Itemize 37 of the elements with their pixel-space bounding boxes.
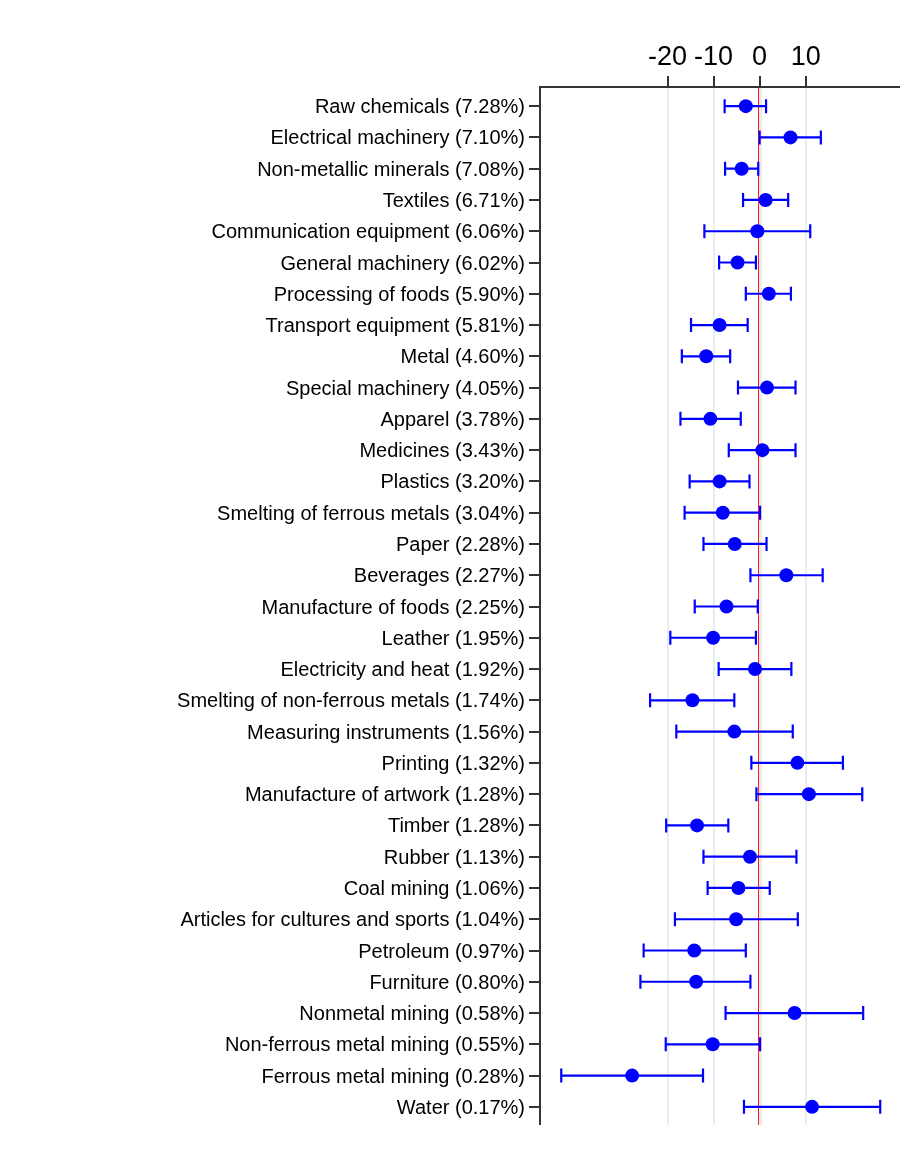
y-tick-label: Measuring instruments (1.56%) bbox=[247, 720, 525, 743]
y-tick-label: Plastics (3.20%) bbox=[380, 470, 525, 493]
y-tick-label: Communication equipment (6.06%) bbox=[211, 220, 525, 243]
y-tick-label: Medicines (3.43%) bbox=[359, 439, 525, 462]
x-tick-label: 10 bbox=[790, 41, 821, 72]
y-tick-label: Leather (1.95%) bbox=[381, 626, 525, 649]
y-tick-label: Manufacture of foods (2.25%) bbox=[261, 595, 525, 618]
y-tick-label: Non-ferrous metal mining (0.55%) bbox=[224, 1033, 525, 1056]
y-tick-label: Electricity and heat (1.92%) bbox=[280, 658, 525, 681]
y-tick-label: Rubber (1.13%) bbox=[383, 845, 525, 868]
y-tick-label: Processing of foods (5.90%) bbox=[273, 282, 525, 305]
y-tick-label: Petroleum (0.97%) bbox=[358, 939, 525, 962]
y-tick-label: Nonmetal mining (0.58%) bbox=[299, 1002, 525, 1025]
y-tick-label: Textiles (6.71%) bbox=[382, 188, 525, 211]
y-tick-label: Coal mining (1.06%) bbox=[343, 876, 525, 899]
x-tick-label: 0 bbox=[752, 41, 768, 72]
y-tick-label: Raw chemicals (7.28%) bbox=[314, 95, 525, 118]
y-tick-label: Metal (4.60%) bbox=[400, 345, 525, 368]
y-tick-label: Ferrous metal mining (0.28%) bbox=[261, 1064, 525, 1087]
y-tick-label: Water (0.17%) bbox=[396, 1095, 525, 1118]
x-tick-label: -10 bbox=[694, 41, 734, 72]
y-tick-label: Paper (2.28%) bbox=[396, 532, 525, 555]
y-tick-label: General machinery (6.02%) bbox=[280, 251, 525, 274]
y-tick-label: Apparel (3.78%) bbox=[380, 407, 525, 430]
x-tick-label: -20 bbox=[648, 41, 688, 72]
y-tick-label: Articles for cultures and sports (1.04%) bbox=[180, 908, 525, 931]
y-tick-label: Beverages (2.27%) bbox=[353, 564, 525, 587]
y-tick-label: Smelting of ferrous metals (3.04%) bbox=[217, 501, 525, 524]
y-tick-label: Furniture (0.80%) bbox=[369, 970, 525, 993]
y-tick-label: Transport equipment (5.81%) bbox=[265, 314, 525, 337]
y-tick-label: Electrical machinery (7.10%) bbox=[270, 126, 525, 149]
y-tick-label: Timber (1.28%) bbox=[387, 814, 525, 837]
y-tick-label: Smelting of non-ferrous metals (1.74%) bbox=[177, 689, 525, 712]
y-tick-label: Special machinery (4.05%) bbox=[286, 376, 525, 399]
y-tick-label: Non-metallic minerals (7.08%) bbox=[257, 157, 525, 180]
y-tick-label: Manufacture of artwork (1.28%) bbox=[244, 783, 525, 806]
y-tick-label: Printing (1.32%) bbox=[381, 751, 525, 774]
